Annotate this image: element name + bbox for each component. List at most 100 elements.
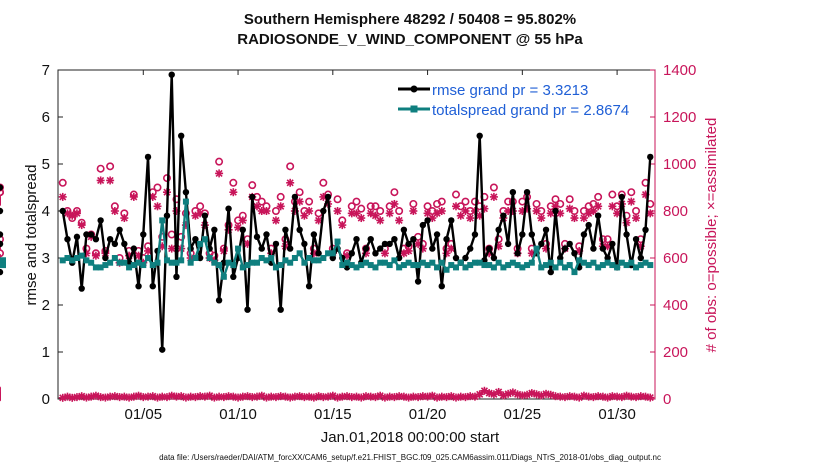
totalspread-point — [457, 259, 464, 266]
totalspread-point — [566, 262, 573, 269]
obs-possible-point — [390, 188, 399, 197]
totalspread-point — [642, 259, 649, 266]
totalspread-point — [168, 259, 175, 266]
obs-assimilated-point — [91, 251, 100, 260]
rmse-point — [647, 153, 654, 161]
rmse-point — [277, 306, 284, 313]
totalspread-point — [486, 262, 493, 269]
obs-possible-point — [58, 178, 67, 187]
totalspread-point — [500, 264, 507, 271]
obs-assimilated-point — [229, 188, 238, 197]
totalspread-point — [429, 259, 436, 266]
obs-assimilated-point — [72, 209, 81, 218]
totalspread-point — [419, 259, 426, 266]
rmse-point — [64, 236, 71, 243]
obs-assimilated-point — [594, 202, 603, 211]
rmse-point — [239, 226, 246, 233]
rmse-point — [452, 254, 460, 262]
obs-possible-point — [0, 235, 4, 244]
totalspread-point — [604, 259, 611, 266]
totalspread-point — [462, 264, 469, 271]
rmse-point — [225, 205, 232, 212]
y-tick-label-left: 3 — [42, 250, 50, 267]
totalspread-point — [391, 257, 398, 264]
obs-possible-point — [627, 188, 636, 197]
rmse-point — [519, 231, 526, 238]
rmse-point — [0, 231, 4, 238]
obs-near-zero-point — [475, 390, 484, 399]
rmse-point — [443, 236, 450, 243]
totalspread-point — [182, 198, 189, 205]
rmse-point — [305, 283, 313, 290]
chart-title-line1: Southern Hemisphere 48292 / 50408 = 95.8… — [244, 11, 576, 28]
rmse-point — [282, 226, 289, 233]
rmse-point — [329, 254, 337, 262]
obs-possible-point — [451, 190, 460, 199]
rmse-point — [83, 231, 90, 238]
rmse-point — [0, 240, 4, 248]
totalspread-point — [97, 264, 104, 271]
totalspread-point — [538, 264, 545, 271]
totalspread-point — [448, 262, 455, 269]
totalspread-point — [59, 257, 66, 264]
rmse-point — [367, 236, 374, 243]
obs-assimilated-point — [447, 244, 456, 253]
x-tick-label: 01/05 — [125, 406, 163, 423]
rmse-point — [121, 240, 128, 248]
rmse-point — [73, 233, 81, 241]
rmse-point — [590, 245, 597, 252]
totalspread-point — [263, 257, 270, 264]
obs-assimilated-point — [570, 214, 579, 223]
rmse-point — [286, 245, 294, 252]
obs-assimilated-point — [390, 199, 399, 208]
rmse-point — [353, 236, 360, 243]
totalspread-point — [121, 259, 128, 266]
rmse-point — [163, 212, 171, 219]
chart-title-line2: RADIOSONDE_V_WIND_COMPONENT @ 55 hPa — [237, 31, 583, 48]
totalspread-point — [64, 255, 71, 261]
obs-possible-point — [565, 195, 574, 204]
obs-assimilated-point — [253, 202, 261, 211]
obs-assimilated-point — [314, 216, 323, 225]
totalspread-point — [443, 266, 450, 273]
totalspread-point — [467, 262, 474, 269]
totalspread-point — [614, 264, 621, 271]
totalspread-point — [637, 262, 644, 269]
y-tick-label-right: 600 — [663, 250, 688, 267]
totalspread-point — [258, 255, 265, 261]
totalspread-point — [235, 245, 242, 252]
obs-possible-point — [276, 192, 285, 201]
totalspread-point — [173, 259, 180, 266]
totalspread-point — [339, 262, 346, 269]
obs-assimilated-point — [404, 246, 413, 255]
totalspread-point — [315, 257, 322, 264]
data-file-footer: data file: /Users/raeder/DAI/ATM_forcXX/… — [159, 453, 661, 462]
totalspread-point — [424, 262, 431, 269]
totalspread-point — [358, 262, 365, 269]
obs-possible-point — [489, 183, 498, 192]
rmse-point — [230, 273, 237, 280]
obs-near-zero-point — [390, 393, 399, 402]
totalspread-point — [595, 264, 602, 271]
totalspread-point — [296, 250, 303, 257]
totalspread-point — [149, 262, 156, 269]
rmse-point — [253, 233, 261, 241]
plot-area: 01/05 01/10 01/15 01/20 01/25 01/30 0 1 2 3 4 5 6 7 0 2… — [0, 62, 696, 423]
rmse-point — [552, 207, 559, 215]
obs-possible-point — [319, 178, 328, 187]
totalspread-point — [633, 264, 640, 271]
rmse-point — [159, 346, 166, 353]
obs-near-zero-point — [466, 392, 475, 401]
legend-rmse-label: rmse grand pr = 3.3213 — [432, 82, 588, 99]
obs-possible-point — [470, 197, 479, 206]
rmse-point — [192, 236, 199, 243]
rmse-point — [291, 193, 299, 201]
rmse-point — [263, 231, 270, 238]
totalspread-point — [453, 264, 459, 271]
obs-assimilated-point — [120, 214, 129, 223]
rmse-point — [301, 240, 308, 248]
obs-assimilated-point — [627, 197, 636, 206]
legend-box — [392, 78, 650, 124]
obs-assimilated-point — [106, 176, 115, 185]
